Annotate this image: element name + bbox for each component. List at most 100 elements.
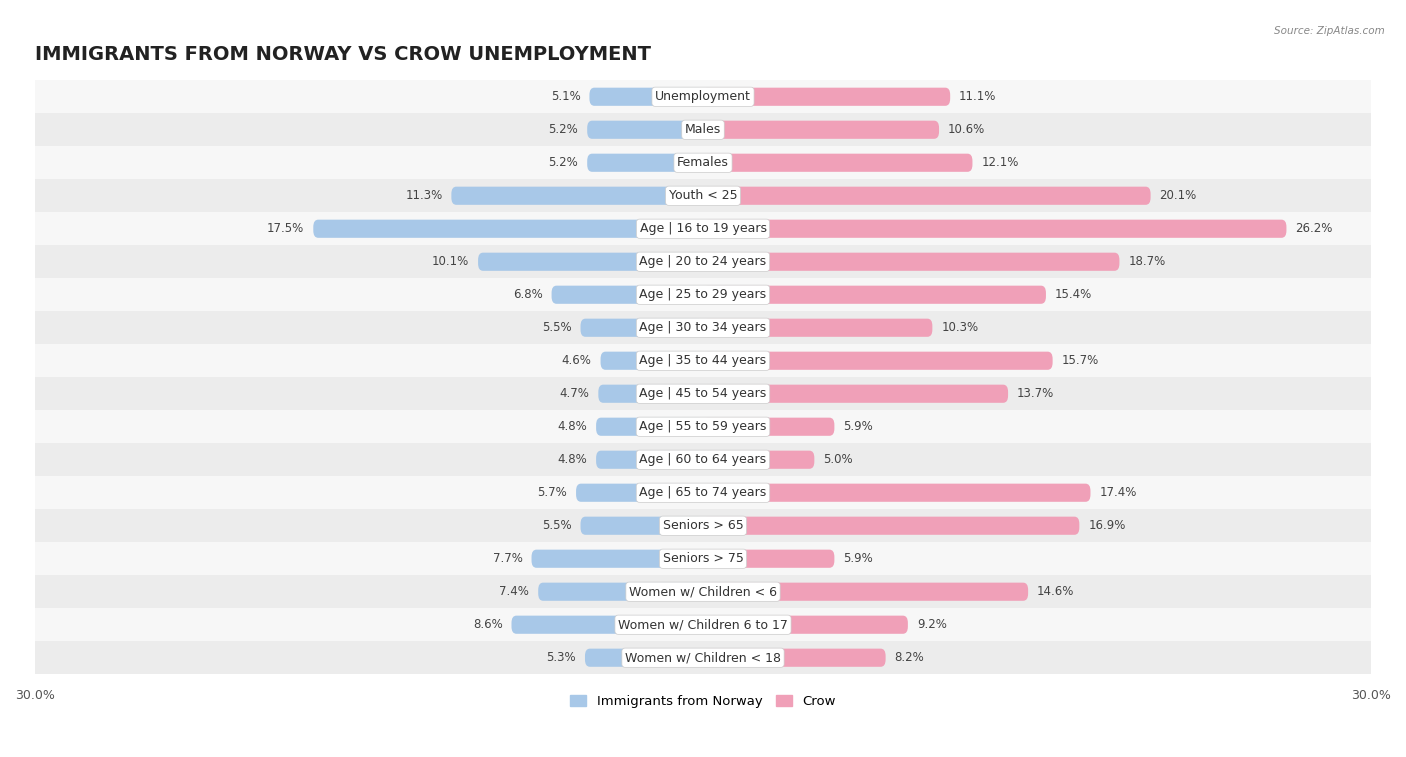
Text: Age | 35 to 44 years: Age | 35 to 44 years bbox=[640, 354, 766, 367]
Text: 4.7%: 4.7% bbox=[560, 388, 589, 400]
FancyBboxPatch shape bbox=[478, 253, 703, 271]
Text: 4.6%: 4.6% bbox=[562, 354, 592, 367]
Text: 16.9%: 16.9% bbox=[1088, 519, 1126, 532]
Legend: Immigrants from Norway, Crow: Immigrants from Norway, Crow bbox=[565, 690, 841, 713]
Bar bbox=[35, 575, 1371, 608]
Text: 17.5%: 17.5% bbox=[267, 223, 304, 235]
Bar bbox=[35, 146, 1371, 179]
FancyBboxPatch shape bbox=[703, 352, 1053, 370]
FancyBboxPatch shape bbox=[588, 120, 703, 139]
FancyBboxPatch shape bbox=[703, 120, 939, 139]
FancyBboxPatch shape bbox=[703, 285, 1046, 304]
FancyBboxPatch shape bbox=[703, 516, 1080, 534]
FancyBboxPatch shape bbox=[588, 154, 703, 172]
Text: Age | 65 to 74 years: Age | 65 to 74 years bbox=[640, 486, 766, 499]
Bar bbox=[35, 212, 1371, 245]
FancyBboxPatch shape bbox=[596, 418, 703, 436]
FancyBboxPatch shape bbox=[703, 418, 834, 436]
Text: IMMIGRANTS FROM NORWAY VS CROW UNEMPLOYMENT: IMMIGRANTS FROM NORWAY VS CROW UNEMPLOYM… bbox=[35, 45, 651, 64]
Text: Source: ZipAtlas.com: Source: ZipAtlas.com bbox=[1274, 26, 1385, 36]
Text: Age | 60 to 64 years: Age | 60 to 64 years bbox=[640, 453, 766, 466]
Text: 15.4%: 15.4% bbox=[1054, 288, 1092, 301]
FancyBboxPatch shape bbox=[703, 550, 834, 568]
Text: Females: Females bbox=[678, 156, 728, 170]
Text: 4.8%: 4.8% bbox=[557, 453, 588, 466]
Text: 12.1%: 12.1% bbox=[981, 156, 1019, 170]
Bar bbox=[35, 476, 1371, 509]
Text: Women w/ Children < 6: Women w/ Children < 6 bbox=[628, 585, 778, 598]
Bar bbox=[35, 80, 1371, 114]
Text: 5.5%: 5.5% bbox=[541, 321, 572, 335]
Text: 5.9%: 5.9% bbox=[844, 552, 873, 565]
Bar bbox=[35, 245, 1371, 279]
Text: 4.8%: 4.8% bbox=[557, 420, 588, 433]
Text: 11.3%: 11.3% bbox=[405, 189, 443, 202]
Text: Age | 16 to 19 years: Age | 16 to 19 years bbox=[640, 223, 766, 235]
FancyBboxPatch shape bbox=[703, 187, 1150, 205]
Bar bbox=[35, 179, 1371, 212]
FancyBboxPatch shape bbox=[596, 450, 703, 469]
FancyBboxPatch shape bbox=[703, 319, 932, 337]
FancyBboxPatch shape bbox=[551, 285, 703, 304]
Text: 5.9%: 5.9% bbox=[844, 420, 873, 433]
Text: 15.7%: 15.7% bbox=[1062, 354, 1098, 367]
FancyBboxPatch shape bbox=[512, 615, 703, 634]
Text: 9.2%: 9.2% bbox=[917, 618, 946, 631]
Bar bbox=[35, 608, 1371, 641]
FancyBboxPatch shape bbox=[703, 253, 1119, 271]
FancyBboxPatch shape bbox=[538, 583, 703, 601]
Text: 11.1%: 11.1% bbox=[959, 90, 997, 103]
FancyBboxPatch shape bbox=[600, 352, 703, 370]
Text: Age | 25 to 29 years: Age | 25 to 29 years bbox=[640, 288, 766, 301]
Text: 7.7%: 7.7% bbox=[492, 552, 523, 565]
FancyBboxPatch shape bbox=[703, 615, 908, 634]
Text: 10.6%: 10.6% bbox=[948, 123, 986, 136]
Text: Age | 45 to 54 years: Age | 45 to 54 years bbox=[640, 388, 766, 400]
Text: 8.6%: 8.6% bbox=[472, 618, 502, 631]
Text: 14.6%: 14.6% bbox=[1038, 585, 1074, 598]
FancyBboxPatch shape bbox=[703, 583, 1028, 601]
Bar bbox=[35, 311, 1371, 344]
Text: 5.7%: 5.7% bbox=[537, 486, 567, 499]
FancyBboxPatch shape bbox=[703, 220, 1286, 238]
FancyBboxPatch shape bbox=[581, 319, 703, 337]
Text: 5.3%: 5.3% bbox=[547, 651, 576, 664]
Text: 6.8%: 6.8% bbox=[513, 288, 543, 301]
Text: 7.4%: 7.4% bbox=[499, 585, 529, 598]
Bar bbox=[35, 344, 1371, 377]
Text: 10.3%: 10.3% bbox=[941, 321, 979, 335]
Text: 13.7%: 13.7% bbox=[1017, 388, 1054, 400]
FancyBboxPatch shape bbox=[703, 649, 886, 667]
FancyBboxPatch shape bbox=[576, 484, 703, 502]
FancyBboxPatch shape bbox=[703, 385, 1008, 403]
Text: 10.1%: 10.1% bbox=[432, 255, 470, 268]
FancyBboxPatch shape bbox=[581, 516, 703, 534]
FancyBboxPatch shape bbox=[703, 88, 950, 106]
Text: 5.2%: 5.2% bbox=[548, 123, 578, 136]
Bar bbox=[35, 114, 1371, 146]
FancyBboxPatch shape bbox=[451, 187, 703, 205]
Text: Women w/ Children 6 to 17: Women w/ Children 6 to 17 bbox=[619, 618, 787, 631]
Text: 5.0%: 5.0% bbox=[824, 453, 853, 466]
Text: Seniors > 75: Seniors > 75 bbox=[662, 552, 744, 565]
FancyBboxPatch shape bbox=[589, 88, 703, 106]
Text: Males: Males bbox=[685, 123, 721, 136]
Bar bbox=[35, 279, 1371, 311]
Text: Age | 20 to 24 years: Age | 20 to 24 years bbox=[640, 255, 766, 268]
FancyBboxPatch shape bbox=[703, 154, 973, 172]
Text: Seniors > 65: Seniors > 65 bbox=[662, 519, 744, 532]
FancyBboxPatch shape bbox=[531, 550, 703, 568]
Text: 20.1%: 20.1% bbox=[1160, 189, 1197, 202]
Text: 26.2%: 26.2% bbox=[1295, 223, 1333, 235]
Text: Age | 55 to 59 years: Age | 55 to 59 years bbox=[640, 420, 766, 433]
FancyBboxPatch shape bbox=[703, 484, 1091, 502]
Text: 5.5%: 5.5% bbox=[541, 519, 572, 532]
Bar bbox=[35, 377, 1371, 410]
Text: 5.2%: 5.2% bbox=[548, 156, 578, 170]
Bar bbox=[35, 542, 1371, 575]
Bar bbox=[35, 509, 1371, 542]
Bar bbox=[35, 641, 1371, 674]
FancyBboxPatch shape bbox=[599, 385, 703, 403]
Text: 8.2%: 8.2% bbox=[894, 651, 924, 664]
Text: Women w/ Children < 18: Women w/ Children < 18 bbox=[626, 651, 780, 664]
